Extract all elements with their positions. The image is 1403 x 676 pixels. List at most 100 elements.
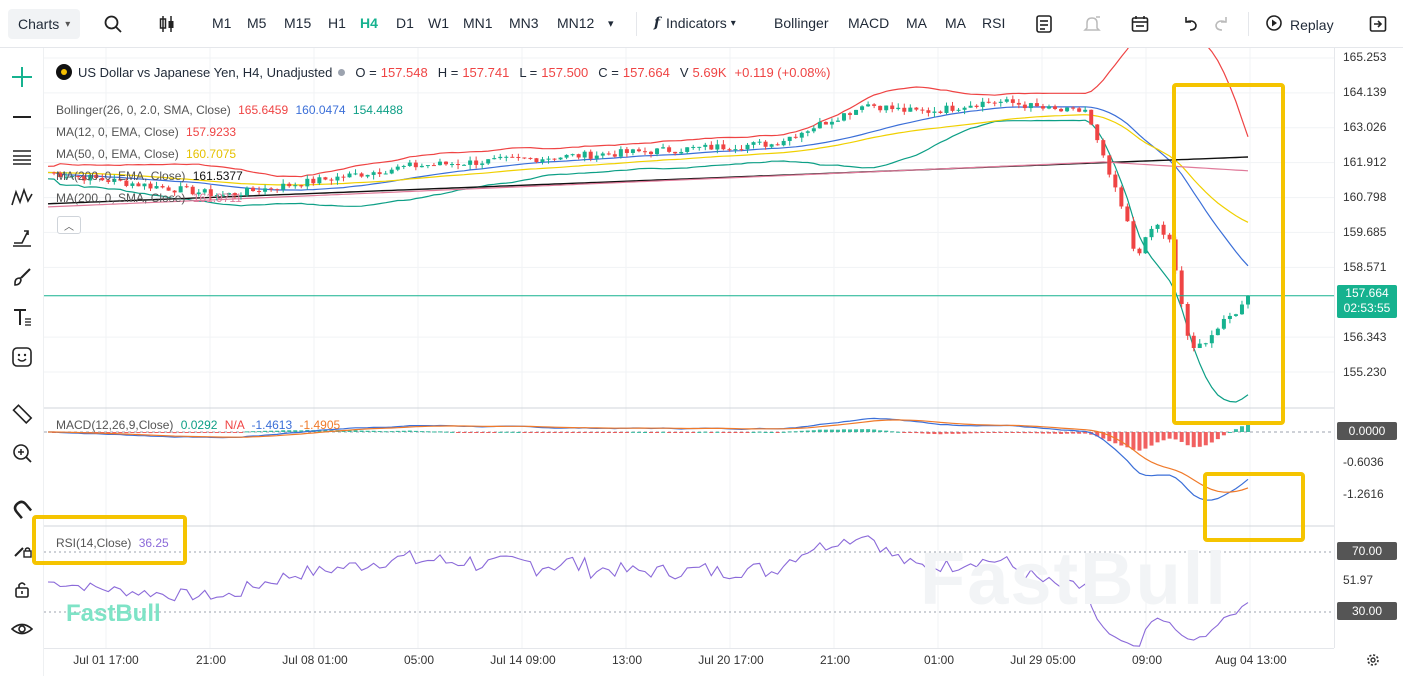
horizontal-line-icon[interactable] (9, 104, 35, 130)
candle-body (238, 195, 243, 197)
macd-histogram-bar (293, 430, 298, 432)
candle-body (781, 140, 786, 146)
legend-rsi[interactable]: RSI(14,Close) 36.25 (56, 536, 169, 550)
candle-body (82, 176, 87, 181)
price-chart-svg[interactable] (44, 31, 1334, 648)
text-icon[interactable] (9, 304, 35, 330)
trend-icon[interactable] (9, 224, 35, 250)
lock-icon[interactable] (9, 576, 35, 602)
search-icon[interactable] (101, 12, 125, 36)
replay-button[interactable]: Replay (1264, 13, 1334, 36)
symbol-name[interactable]: US Dollar vs Japanese Yen, H4, Unadjuste… (78, 64, 333, 80)
timeframe-h4[interactable]: H4 (360, 15, 378, 31)
macd-histogram-bar (1065, 432, 1070, 434)
legend-ma12[interactable]: MA(12, 0, EMA, Close) 157.9233 (56, 125, 236, 139)
legend-ma200-sma[interactable]: MA(200, 0, SMA, Close) 161.9711 (56, 191, 242, 205)
timeframe-mn3[interactable]: MN3 (509, 15, 539, 31)
legend-bollinger[interactable]: Bollinger(26, 0, 2.0, SMA, Close) 165.64… (56, 103, 403, 117)
timeframe-m15[interactable]: M15 (284, 15, 312, 31)
indicators-label: Indicators (666, 15, 727, 31)
timeframe-w1[interactable]: W1 (428, 15, 449, 31)
alert-icon[interactable] (1080, 12, 1104, 36)
macd-histogram-bar (124, 432, 129, 434)
quick-indicator-bollinger[interactable]: Bollinger (774, 15, 829, 31)
charts-menu-button[interactable]: Charts ▾ (8, 9, 81, 39)
timeframe-more-icon[interactable]: ▾ (608, 18, 614, 30)
legend-macd-line: -1.4613 (251, 418, 293, 432)
indicators-button[interactable]: f Indicators ▾ (654, 15, 736, 31)
template-icon[interactable] (1032, 12, 1056, 36)
candle-type-icon[interactable] (155, 12, 179, 36)
quick-indicator-ma-1[interactable]: MA (906, 15, 927, 31)
candle-body (1131, 221, 1136, 249)
quick-indicator-rsi[interactable]: RSI (982, 15, 1006, 31)
ruler-icon[interactable] (9, 400, 35, 426)
candle-body (1077, 108, 1082, 112)
quick-indicator-ma-2[interactable]: MA (945, 15, 966, 31)
legend-macd[interactable]: MACD(12,26,9,Close) 0.0292 N/A -1.4613 -… (56, 418, 340, 432)
zoom-icon[interactable] (9, 440, 35, 466)
candle-body (214, 195, 219, 197)
replay-icon (1264, 13, 1284, 36)
macd-histogram-bar (612, 432, 617, 433)
timeframe-mn12[interactable]: MN12 (557, 15, 595, 31)
macd-histogram-bar (673, 432, 678, 433)
candle-body (341, 176, 346, 178)
timeframe-mn1[interactable]: MN1 (463, 15, 493, 31)
macd-histogram-bar (1028, 432, 1033, 434)
time-tick: 01:00 (923, 653, 955, 667)
crosshair-icon[interactable] (9, 64, 35, 90)
fib-icon[interactable] (9, 144, 35, 170)
timeframe-h1[interactable]: H1 (328, 15, 346, 31)
eye-icon[interactable] (9, 616, 35, 642)
candle-body (703, 144, 708, 147)
candle-body (462, 164, 467, 166)
legend-ma200-ema[interactable]: MA(200, 0, EMA, Close) 161.5377 (56, 169, 243, 183)
macd-histogram-bar (275, 430, 280, 432)
candle-body (576, 154, 581, 158)
quick-indicator-macd[interactable]: MACD (848, 15, 890, 31)
time-axis[interactable]: Jul 01 17:00 21:00 Jul 08 01:00 05:00 Ju… (44, 648, 1334, 676)
candle-body (184, 186, 189, 188)
pattern-icon[interactable] (9, 184, 35, 210)
candle-body (1191, 335, 1196, 349)
collapse-legend-button[interactable]: ︿ (57, 216, 81, 234)
candle-body (938, 111, 943, 113)
timeframe-d1[interactable]: D1 (396, 15, 414, 31)
redo-icon[interactable] (1210, 12, 1234, 36)
highlight-box-macd (1203, 472, 1305, 542)
candle-body (1101, 140, 1106, 156)
timeframe-m1[interactable]: M1 (212, 15, 232, 31)
legend-ma50[interactable]: MA(50, 0, EMA, Close) 160.7075 (56, 147, 236, 161)
candle-body (558, 157, 563, 160)
price-axis[interactable]: 165.253 164.139 163.026 161.912 160.798 … (1334, 48, 1403, 648)
macd-histogram-bar (389, 431, 394, 433)
macd-histogram-bar (829, 429, 834, 432)
macd-histogram-bar (908, 432, 913, 433)
lock-draw-icon[interactable] (9, 536, 35, 562)
macd-histogram-bar (220, 432, 225, 433)
chart-area[interactable] (44, 31, 1334, 648)
candle-body (962, 107, 967, 110)
symbol-title-row: US Dollar vs Japanese Yen, H4, Unadjuste… (56, 64, 830, 80)
brush-icon[interactable] (9, 264, 35, 290)
macd-histogram-bar (769, 431, 774, 433)
candle-body (854, 109, 859, 115)
settings-gear-icon[interactable] (1363, 650, 1383, 670)
fullscreen-icon[interactable] (1366, 12, 1390, 36)
emoji-icon[interactable] (9, 344, 35, 370)
macd-histogram-bar (323, 429, 328, 432)
rsi-30-tag: 30.00 (1337, 602, 1397, 620)
undo-icon[interactable] (1178, 12, 1202, 36)
macd-histogram-bar (866, 429, 871, 432)
macd-histogram-bar (558, 432, 563, 433)
macd-histogram-bar (980, 432, 985, 433)
open-label: O = (355, 64, 377, 80)
magnet-icon[interactable] (9, 496, 35, 522)
timeframe-m5[interactable]: M5 (247, 15, 267, 31)
macd-histogram-bar (1131, 432, 1136, 450)
macd-histogram-bar (962, 432, 967, 434)
macd-histogram-bar (401, 430, 406, 432)
calendar-icon[interactable] (1128, 12, 1152, 36)
macd-histogram-bar (1010, 432, 1015, 433)
